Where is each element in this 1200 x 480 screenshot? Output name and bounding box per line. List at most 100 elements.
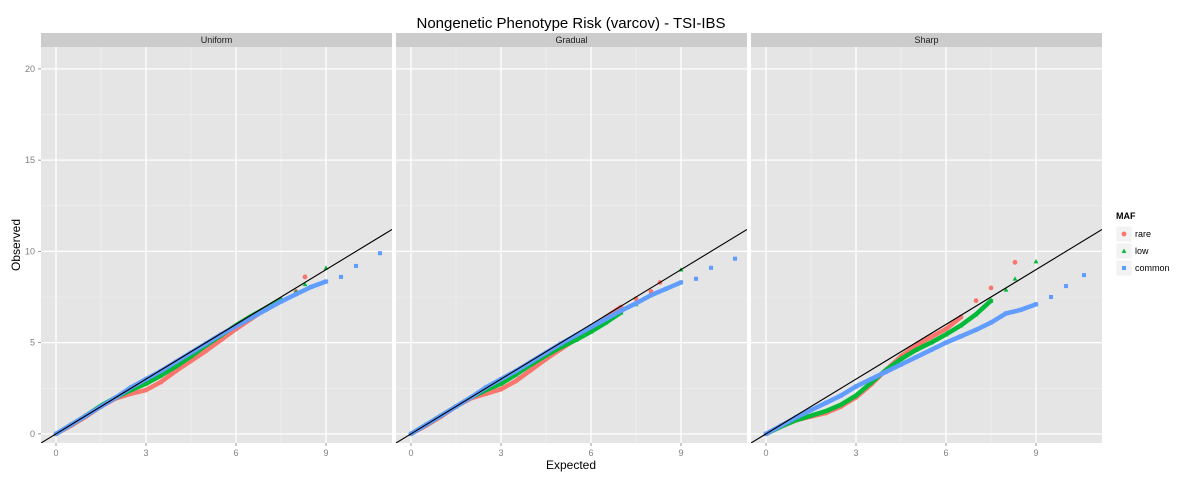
legend-marker-rare xyxy=(1121,231,1127,237)
data-point-common xyxy=(648,293,654,298)
data-point-common xyxy=(778,423,784,428)
data-point-common xyxy=(898,362,904,367)
data-point-common xyxy=(603,316,609,321)
data-point-low xyxy=(173,363,179,369)
legend-marker-common xyxy=(1121,265,1127,271)
data-point-common xyxy=(573,333,579,338)
x-axis-title: Expected xyxy=(546,458,596,472)
data-point-common xyxy=(278,299,284,304)
data-point-low xyxy=(188,353,194,359)
legend-label: low xyxy=(1135,246,1149,256)
data-point-low xyxy=(898,356,904,361)
data-point-common xyxy=(708,265,714,270)
y-tick-label: 5 xyxy=(30,338,35,348)
x-tick-label: 0 xyxy=(53,448,58,458)
data-point-low xyxy=(958,322,964,328)
data-point-rare xyxy=(528,367,534,373)
facet-strip xyxy=(41,33,392,47)
data-point-rare xyxy=(988,285,994,291)
data-point-low xyxy=(302,281,308,287)
y-tick-label: 15 xyxy=(25,155,35,165)
data-point-rare xyxy=(203,348,209,354)
y-tick-label: 10 xyxy=(25,246,35,256)
data-point-common xyxy=(1081,273,1087,278)
facet-strip-label: Gradual xyxy=(555,35,587,45)
data-point-common xyxy=(558,341,564,346)
data-point-common xyxy=(513,368,519,373)
data-point-common xyxy=(732,256,738,261)
data-point-low xyxy=(973,311,979,317)
data-point-rare xyxy=(513,378,519,384)
facet-panel-sharp: Sharp 0 3 6 9 xyxy=(751,33,1102,458)
facet-strip xyxy=(751,33,1102,47)
x-tick-label: 6 xyxy=(588,448,593,458)
legend: MAF rare low common xyxy=(1115,211,1170,277)
legend-title: MAF xyxy=(1116,211,1136,221)
data-point-low xyxy=(853,393,859,398)
data-point-common xyxy=(203,341,209,346)
data-point-common xyxy=(353,263,359,269)
facet-panel-uniform: Uniform 0 3 6 9 0 5 10 15 20 xyxy=(25,33,392,458)
data-point-common xyxy=(693,276,699,281)
legend-entries: rare low common xyxy=(1115,225,1170,277)
data-point-common xyxy=(377,251,383,256)
reference-line xyxy=(41,229,392,443)
data-point-common xyxy=(528,359,534,364)
data-point-rare xyxy=(928,334,934,340)
reference-line xyxy=(396,229,747,443)
data-point-low xyxy=(498,381,504,386)
legend-item-rare: rare xyxy=(1115,225,1151,243)
x-tick-label: 0 xyxy=(763,448,768,458)
data-point-common xyxy=(808,408,814,413)
data-point-common xyxy=(218,332,224,337)
data-point-common xyxy=(823,400,829,405)
data-point-common xyxy=(263,307,269,312)
legend-marker-low xyxy=(1121,248,1127,253)
data-point-common xyxy=(988,320,994,325)
data-point-rare xyxy=(943,326,949,332)
x-tick-label: 3 xyxy=(498,448,503,458)
data-point-common xyxy=(793,415,799,420)
data-point-common xyxy=(928,347,934,352)
data-point-common xyxy=(323,279,329,284)
data-point-rare xyxy=(143,387,149,393)
facet-strip xyxy=(396,33,747,47)
data-point-low xyxy=(1033,259,1039,264)
data-point-common xyxy=(483,385,489,390)
data-point-common xyxy=(1048,294,1054,300)
data-point-low xyxy=(143,381,149,386)
data-point-common xyxy=(958,334,964,339)
data-point-common xyxy=(173,359,179,364)
data-point-common xyxy=(543,350,549,355)
x-tick-label: 6 xyxy=(943,448,948,458)
data-point-common xyxy=(308,284,314,290)
x-tick-label: 3 xyxy=(143,448,148,458)
facet-panel-gradual: Gradual 0 3 6 9 xyxy=(396,33,747,458)
data-point-common xyxy=(338,274,344,279)
data-point-common xyxy=(248,315,254,321)
data-point-common xyxy=(633,301,639,306)
legend-item-low: low xyxy=(1115,242,1149,260)
data-point-low xyxy=(943,332,949,337)
legend-label: common xyxy=(1135,263,1170,273)
data-point-low xyxy=(838,402,844,407)
plot-background xyxy=(751,47,1102,443)
facet-panels: Uniform 0 3 6 9 0 5 10 15 20 Gradual 0 3 6 9 Sharp 0 3 6 9 xyxy=(25,33,1102,458)
data-point-low xyxy=(573,337,579,342)
data-point-common xyxy=(1033,302,1039,307)
x-tick-label: 9 xyxy=(323,448,328,458)
data-point-low xyxy=(603,320,609,325)
plot-background xyxy=(396,47,747,443)
data-point-common xyxy=(853,384,859,389)
data-point-rare xyxy=(913,342,919,348)
y-axis-title: Observed xyxy=(9,219,23,271)
data-point-common xyxy=(973,327,979,332)
data-point-rare xyxy=(973,298,979,304)
data-point-common xyxy=(618,308,624,313)
data-point-low xyxy=(823,408,829,413)
data-point-common xyxy=(128,385,134,390)
facet-strip-label: Uniform xyxy=(201,35,233,45)
data-point-low xyxy=(588,329,594,334)
legend-item-common: common xyxy=(1115,259,1170,277)
data-point-common xyxy=(868,377,874,382)
